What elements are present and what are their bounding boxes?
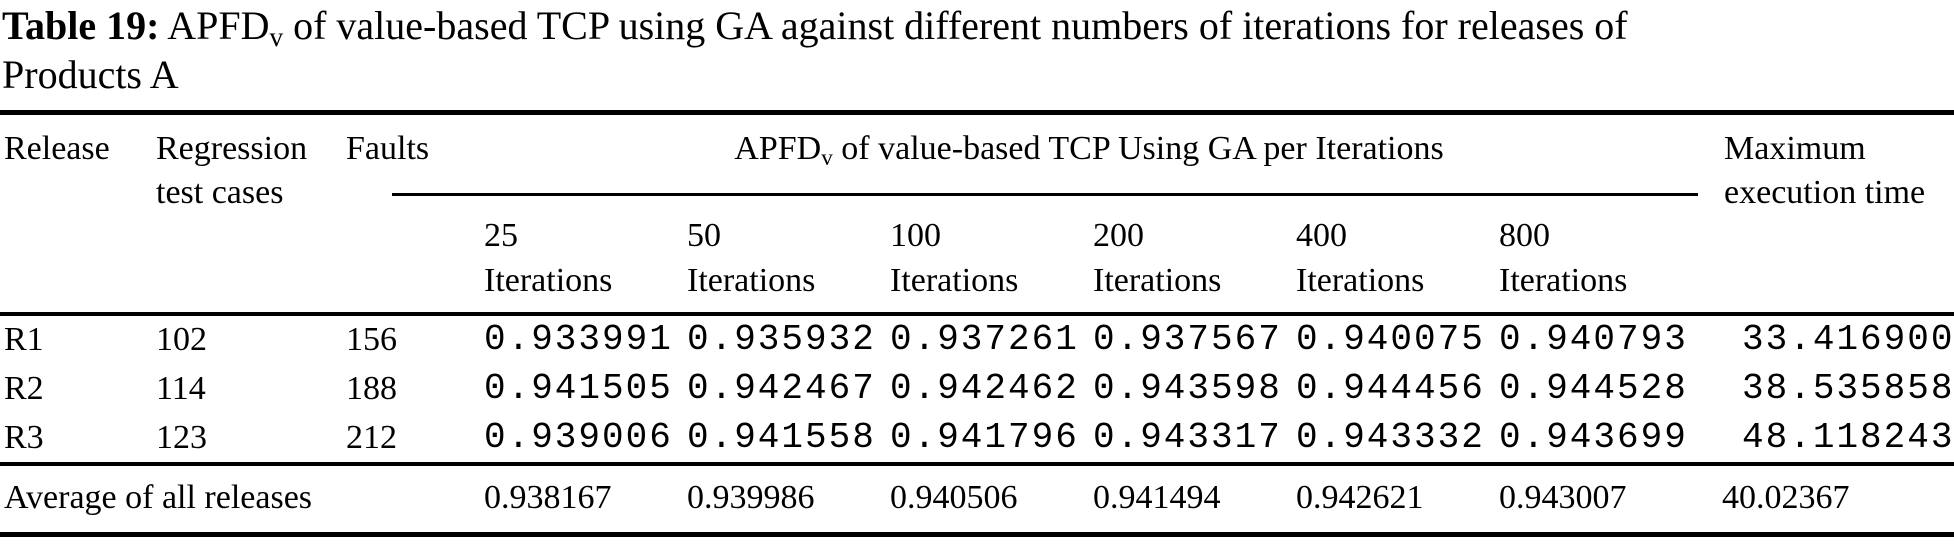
cell-average-apfd-800: 0.943007 bbox=[1499, 479, 1627, 517]
cell-apfd-25: 0.933991 bbox=[484, 319, 673, 361]
cell-average-apfd-400: 0.942621 bbox=[1296, 479, 1424, 517]
col-subheader-100-iterations: 100 Iterations bbox=[886, 196, 1089, 314]
iteration-count: 800 bbox=[1499, 217, 1550, 255]
iteration-unit: Iterations bbox=[1093, 262, 1222, 300]
col-header-regression-line2: test cases bbox=[156, 174, 284, 212]
cell-regression-test-cases: 102 bbox=[156, 320, 207, 358]
results-table: Release Regression test cases Faults APF… bbox=[0, 109, 1954, 537]
col-subheader-800-iterations: 800 Iterations bbox=[1495, 196, 1698, 314]
col-header-regression-line1: Regression bbox=[156, 129, 308, 167]
col-subheader-200-iterations: 200 Iterations bbox=[1089, 196, 1292, 314]
cell-apfd-800: 0.940793 bbox=[1499, 319, 1688, 361]
iteration-unit: Iterations bbox=[1499, 262, 1628, 300]
cell-apfd-400: 0.940075 bbox=[1296, 319, 1485, 361]
col-header-regression-test-cases: Regression test cases bbox=[150, 112, 342, 314]
cell-apfd-25: 0.939006 bbox=[484, 417, 673, 459]
col-header-faults: Faults bbox=[346, 129, 430, 167]
iteration-unit: Iterations bbox=[1296, 262, 1425, 300]
table-row-average: Average of all releases 0.938167 0.93998… bbox=[0, 464, 1954, 534]
iteration-unit: Iterations bbox=[484, 262, 613, 300]
cell-release: R3 bbox=[4, 418, 44, 456]
col-header-release: Release bbox=[4, 129, 110, 167]
iteration-count: 400 bbox=[1296, 217, 1347, 255]
cell-max-execution-time: 48.118243 bbox=[1742, 417, 1954, 459]
cell-average-apfd-100: 0.940506 bbox=[890, 479, 1018, 517]
iteration-count: 100 bbox=[890, 217, 941, 255]
table-caption-line2: Products A bbox=[2, 51, 179, 97]
cell-max-execution-time: 38.535858 bbox=[1742, 368, 1954, 410]
group-header-text-post: of value-based TCP Using GA per Iteratio… bbox=[832, 129, 1444, 167]
cell-average-apfd-50: 0.939986 bbox=[687, 479, 815, 517]
table-caption-subscript: v bbox=[269, 21, 284, 52]
cell-release: R2 bbox=[4, 369, 44, 407]
cell-average-label: Average of all releases bbox=[4, 479, 313, 517]
iteration-count: 25 bbox=[484, 217, 518, 255]
cell-regression-test-cases: 114 bbox=[156, 369, 206, 407]
table-caption-number: Table 19: bbox=[2, 3, 160, 48]
cell-max-execution-time: 33.416900 bbox=[1742, 319, 1954, 361]
cell-apfd-200: 0.937567 bbox=[1093, 319, 1282, 361]
cell-apfd-200: 0.943598 bbox=[1093, 368, 1282, 410]
cell-regression-test-cases: 123 bbox=[156, 418, 207, 456]
iteration-unit: Iterations bbox=[687, 262, 816, 300]
iteration-unit: Iterations bbox=[890, 262, 1019, 300]
col-subheader-50-iterations: 50 Iterations bbox=[683, 196, 886, 314]
cell-faults: 212 bbox=[346, 418, 397, 456]
cell-apfd-100: 0.937261 bbox=[890, 319, 1079, 361]
table-row-r2: R2 114 188 0.941505 0.942467 0.942462 0.… bbox=[0, 364, 1954, 414]
col-subheader-25-iterations: 25 Iterations bbox=[480, 196, 683, 314]
col-group-header-apfd: APFDv of value-based TCP Using GA per It… bbox=[392, 112, 1699, 197]
cell-apfd-100: 0.941796 bbox=[890, 417, 1079, 459]
col-header-max-line2: execution time bbox=[1724, 174, 1926, 212]
cell-average-apfd-25: 0.938167 bbox=[484, 479, 612, 517]
table-row-r3: R3 123 212 0.939006 0.941558 0.941796 0.… bbox=[0, 414, 1954, 464]
cell-apfd-50: 0.935932 bbox=[687, 319, 876, 361]
table-caption: Table 19: APFDv of value-based TCP using… bbox=[2, 2, 1954, 100]
group-header-subscript: v bbox=[821, 144, 833, 171]
cell-release: R1 bbox=[4, 320, 44, 358]
iteration-count: 50 bbox=[687, 217, 721, 255]
cell-average-max-execution-time: 40.02367 bbox=[1722, 479, 1850, 517]
col-header-max-line1: Maximum bbox=[1724, 129, 1866, 167]
cell-apfd-50: 0.941558 bbox=[687, 417, 876, 459]
table-row-r1: R1 102 156 0.933991 0.935932 0.937261 0.… bbox=[0, 314, 1954, 364]
col-header-max-execution-time: Maximum execution time bbox=[1698, 112, 1954, 314]
cell-faults: 188 bbox=[346, 369, 397, 407]
cell-apfd-50: 0.942467 bbox=[687, 368, 876, 410]
cell-apfd-400: 0.944456 bbox=[1296, 368, 1485, 410]
cell-apfd-100: 0.942462 bbox=[890, 368, 1079, 410]
iteration-count: 200 bbox=[1093, 217, 1144, 255]
table-caption-text-pre: APFD bbox=[159, 3, 270, 48]
group-header-text-pre: APFD bbox=[734, 129, 822, 167]
cell-average-apfd-200: 0.941494 bbox=[1093, 479, 1221, 517]
cell-apfd-800: 0.944528 bbox=[1499, 368, 1688, 410]
table-caption-text-post: of value-based TCP using GA against diff… bbox=[283, 3, 1628, 48]
cell-apfd-800: 0.943699 bbox=[1499, 417, 1688, 459]
cell-apfd-25: 0.941505 bbox=[484, 368, 673, 410]
group-header-rule bbox=[392, 193, 1699, 197]
col-subheader-400-iterations: 400 Iterations bbox=[1292, 196, 1495, 314]
cell-faults: 156 bbox=[346, 320, 397, 358]
cell-apfd-400: 0.943332 bbox=[1296, 417, 1485, 459]
cell-apfd-200: 0.943317 bbox=[1093, 417, 1282, 459]
